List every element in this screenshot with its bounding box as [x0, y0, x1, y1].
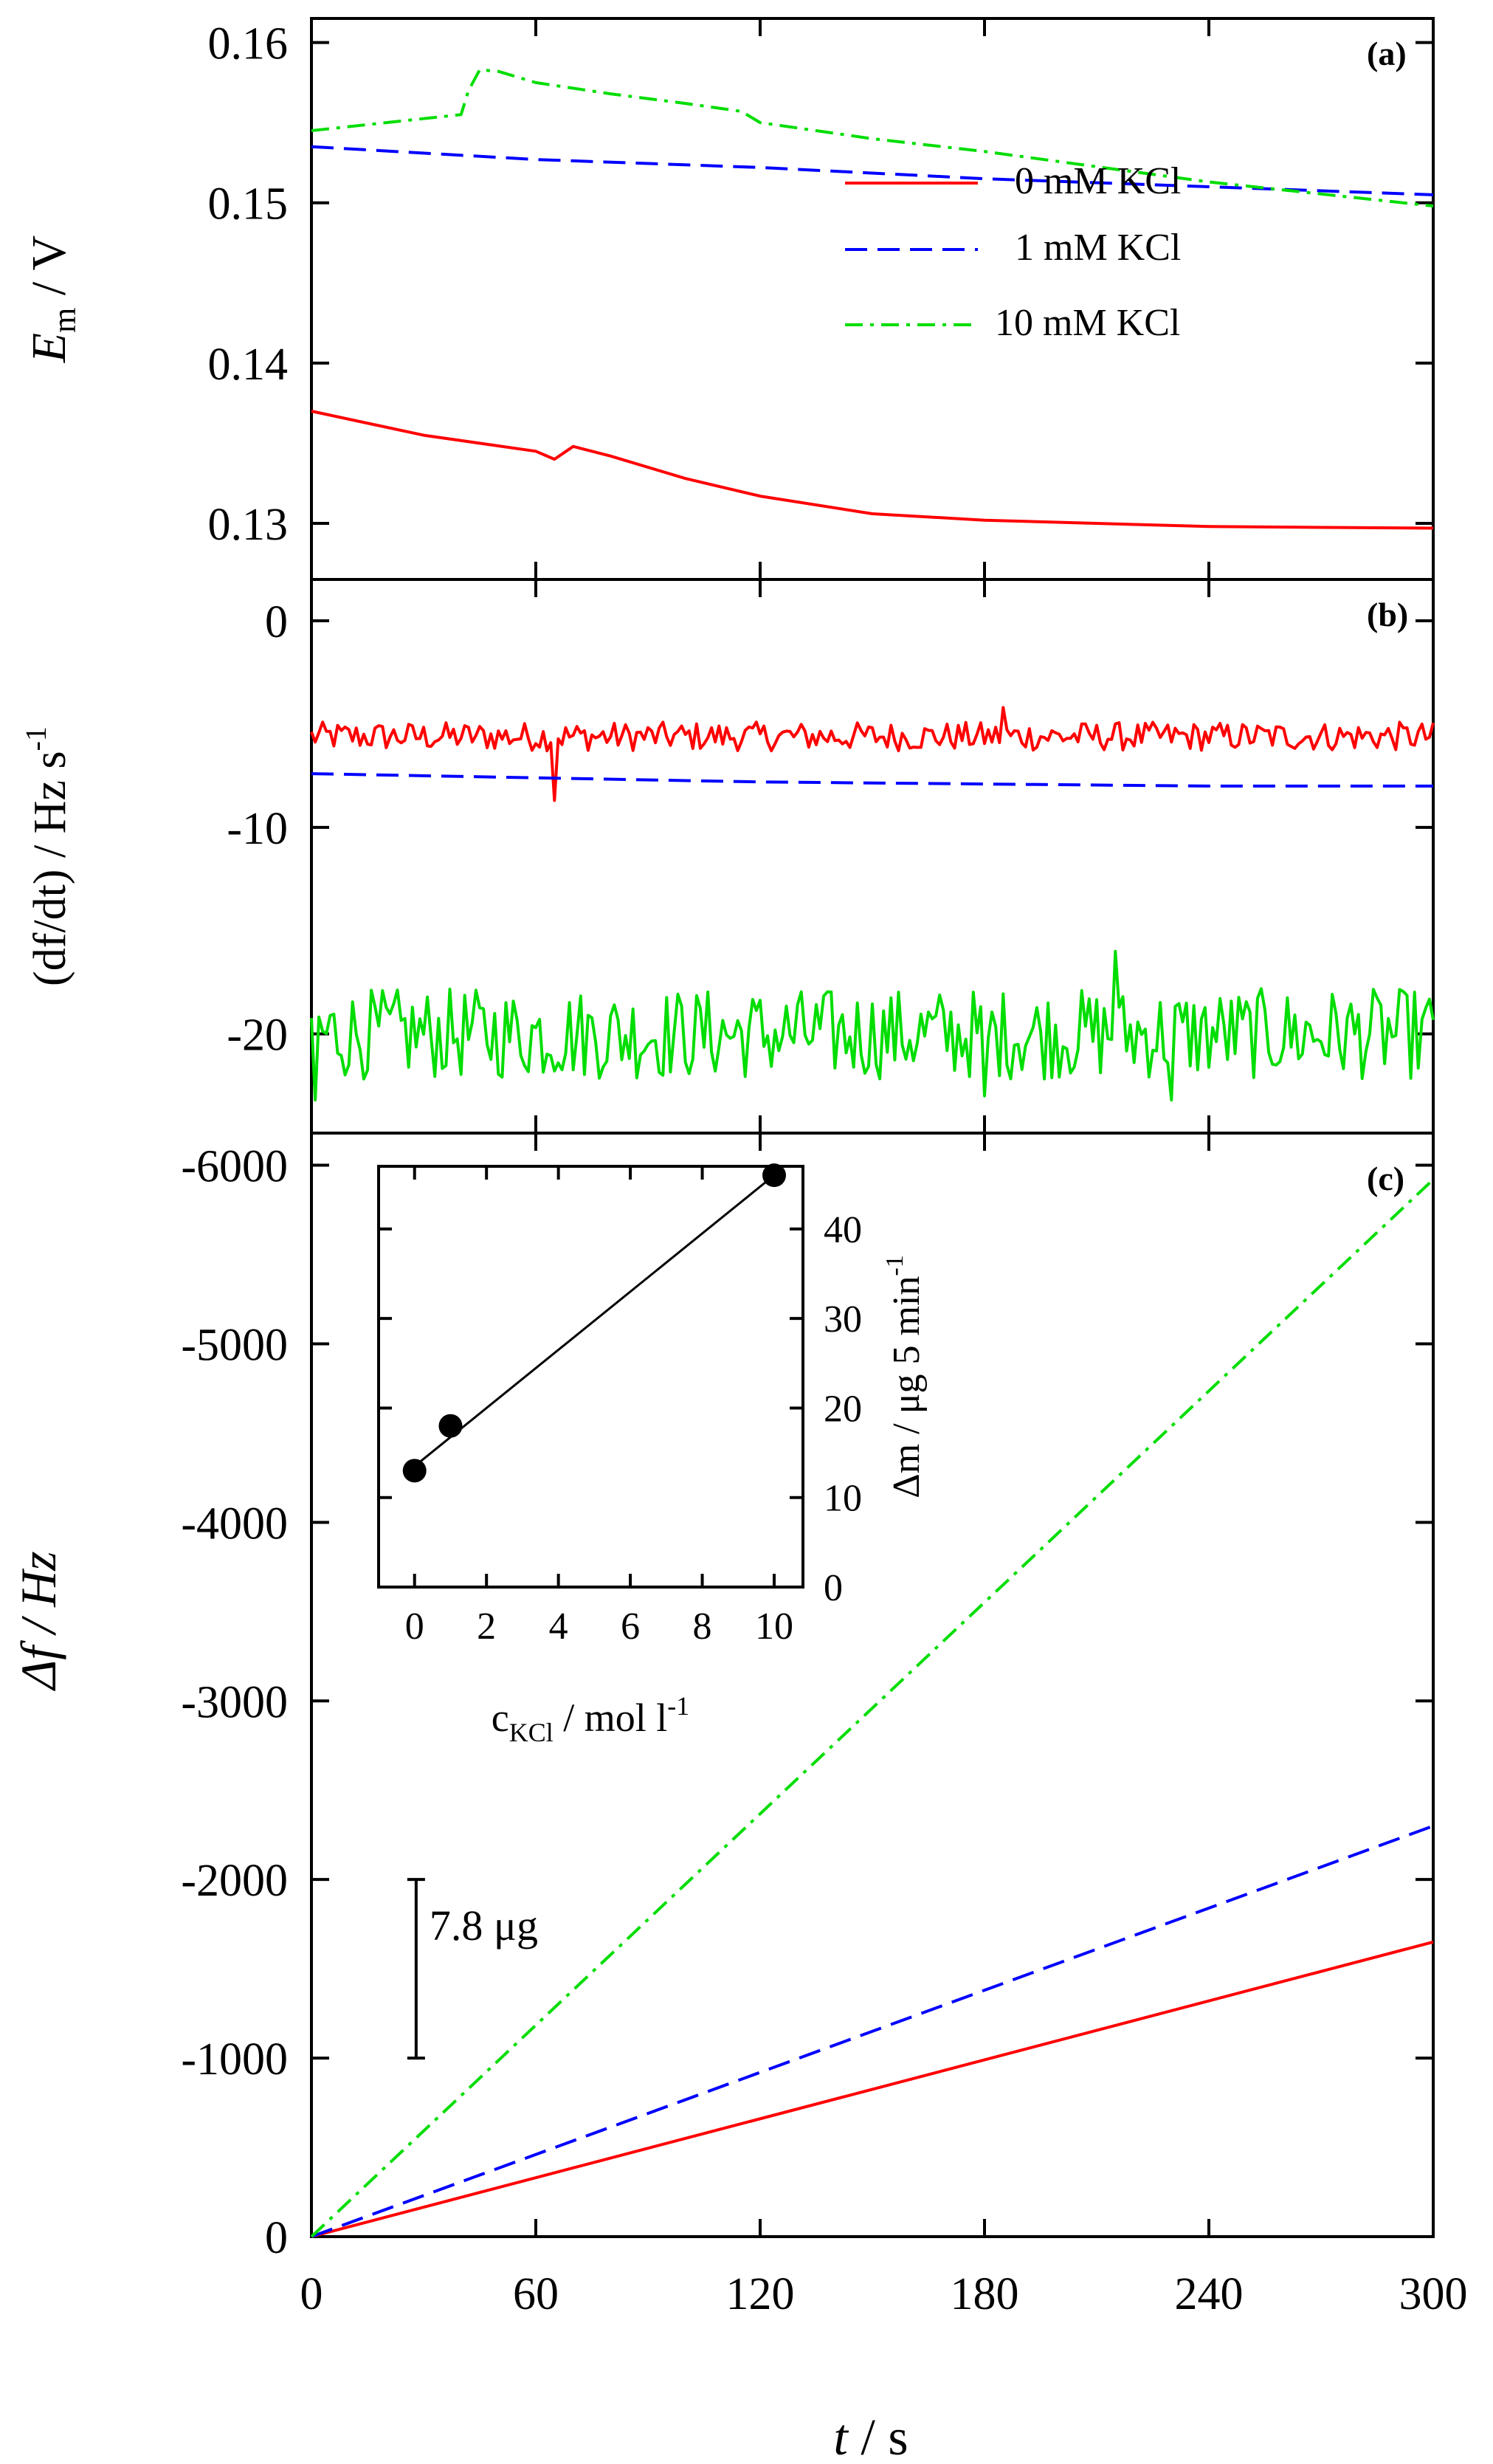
- inset-ylabel: Δm / μg 5 min-1: [881, 1255, 928, 1498]
- panel-c-label: (c): [1367, 1160, 1404, 1197]
- panel-b-ylabel-text: (df/dt) / Hz s: [25, 751, 75, 986]
- inset-xtick-label: 4: [549, 1606, 568, 1648]
- panel-b: (b) 0 -10 -20 (df/dt) / Hz s-1: [19, 578, 1435, 1135]
- legend-label-0mM: 0 mM KCl: [1015, 160, 1181, 202]
- inset-xlabel-subscript: KCl: [509, 1718, 554, 1747]
- panel-c-frame: [310, 1132, 1435, 2238]
- panel-c-xtick-label: 240: [1175, 2269, 1244, 2319]
- panel-a-ytick-label: 0.16: [208, 19, 289, 69]
- legend-label-10mM: 10 mM KCl: [995, 302, 1180, 344]
- panel-a-ylabel-subscript: m: [46, 308, 83, 333]
- inset-xtick-label: 2: [477, 1606, 496, 1648]
- panel-c-xtick-label: 300: [1399, 2269, 1468, 2319]
- panel-a-ytick-label: 0.14: [208, 340, 289, 390]
- panel-c-xtick-label: 120: [726, 2269, 795, 2319]
- inset-frame: [377, 1165, 804, 1589]
- panel-a-ylabel-unit: / V: [22, 235, 76, 308]
- inset-data-point: [762, 1163, 787, 1188]
- panel-c-ytick-label: -3000: [181, 1677, 288, 1727]
- legend: 0 mM KCl 1 mM KCl 10 mM KCl: [845, 160, 1181, 344]
- panel-b-ytick-label: -20: [227, 1011, 288, 1061]
- panel-b-label: (b): [1367, 596, 1408, 633]
- panel-a-ylabel: Em / V: [22, 235, 83, 363]
- panel-a-label: (a): [1367, 35, 1407, 72]
- legend-label-1mM: 1 mM KCl: [1015, 227, 1181, 269]
- panel-a-series-2: [311, 68, 1434, 208]
- inset-xlabel-unit: / mol l: [554, 1696, 668, 1740]
- x-axis-label-symbol: t: [833, 2409, 849, 2464]
- panel-b-ytick-label: 0: [265, 597, 288, 647]
- panel-c-series-2: [310, 1178, 1435, 2238]
- panel-a-series: [311, 68, 1434, 530]
- panel-c-ytick-label: -6000: [181, 1142, 288, 1192]
- panel-a-series-0: [311, 410, 1434, 530]
- panel-c-ytick-label: -1000: [181, 2034, 288, 2085]
- panel-c-ytick-label: 0: [265, 2213, 288, 2263]
- panel-c-ytick-label: -4000: [181, 1498, 288, 1549]
- scale-bar: 7.8 μg: [407, 1878, 538, 2060]
- inset-ytick-label: 20: [824, 1388, 862, 1430]
- panel-c-series-1: [311, 1824, 1434, 2238]
- panel-a-ylabel-symbol: E: [22, 333, 76, 363]
- panel-b-ylabel: (df/dt) / Hz s-1: [19, 726, 75, 986]
- panel-a: (a) 0.13 0.14 0.15 0.16 0 mM KCl 1 mM KCl 1…: [22, 17, 1435, 581]
- inset-data-point: [402, 1459, 427, 1483]
- panel-a-frame: [310, 17, 1435, 581]
- panel-a-series-1: [311, 145, 1434, 196]
- inset-xlabel-symbol: c: [492, 1696, 509, 1740]
- panel-b-ytick-label: -10: [227, 804, 288, 854]
- inset-xtick-label: 6: [621, 1606, 640, 1648]
- panel-b-series-1: [311, 772, 1433, 788]
- inset-ytick-label: 40: [824, 1209, 862, 1251]
- panel-c-xtick-label: 60: [513, 2269, 559, 2319]
- panel-c-ytick-label: -2000: [181, 1856, 288, 1906]
- inset-ytick-label: 0: [824, 1567, 843, 1609]
- x-axis-label-unit: / s: [848, 2409, 908, 2464]
- inset-series: [402, 1163, 787, 1483]
- panel-a-ticks: 0.13 0.14 0.15 0.16: [208, 18, 1435, 579]
- panel-b-series: [310, 706, 1435, 1102]
- inset-ylabel-superscript: -1: [881, 1255, 908, 1276]
- inset-xtick-label: 0: [405, 1606, 424, 1648]
- inset-xlabel: cKCl / mol l-1: [492, 1691, 690, 1747]
- panel-c-ylabel: Δf / Hz: [10, 1551, 66, 1691]
- x-axis-label: t / s: [833, 2409, 908, 2464]
- panel-c-series: [310, 1178, 1435, 2238]
- panel-b-series-0: [310, 706, 1435, 802]
- panel-b-series-2: [310, 949, 1435, 1102]
- panel-b-frame: [310, 578, 1435, 1135]
- panel-a-ytick-label: 0.13: [208, 500, 289, 550]
- panel-c-xtick-label: 0: [300, 2269, 323, 2319]
- inset-xtick-label: 8: [693, 1606, 712, 1648]
- panel-c-xtick-label: 180: [951, 2269, 1019, 2319]
- inset-ytick-label: 10: [824, 1478, 862, 1520]
- panel-c-series-0: [311, 1940, 1434, 2238]
- panel-b-ticks: 0 -10 -20: [227, 579, 1435, 1133]
- inset-xtick-label: 10: [755, 1606, 793, 1648]
- inset-ticks: 0 2 4 6 8 10 0 10 20 30 40: [379, 1166, 862, 1648]
- panel-c-ytick-label: -5000: [181, 1320, 288, 1370]
- inset-fit-line: [413, 1174, 775, 1467]
- inset-xlabel-superscript: -1: [667, 1691, 689, 1721]
- inset-ytick-label: 30: [824, 1298, 862, 1341]
- panel-b-ylabel-superscript: -1: [19, 726, 52, 751]
- inset-data-point: [438, 1414, 463, 1438]
- scale-bar-label: 7.8 μg: [430, 1902, 538, 1949]
- panel-a-ytick-label: 0.15: [208, 179, 289, 230]
- inset-ylabel-text: Δm / μg 5 min: [886, 1276, 928, 1498]
